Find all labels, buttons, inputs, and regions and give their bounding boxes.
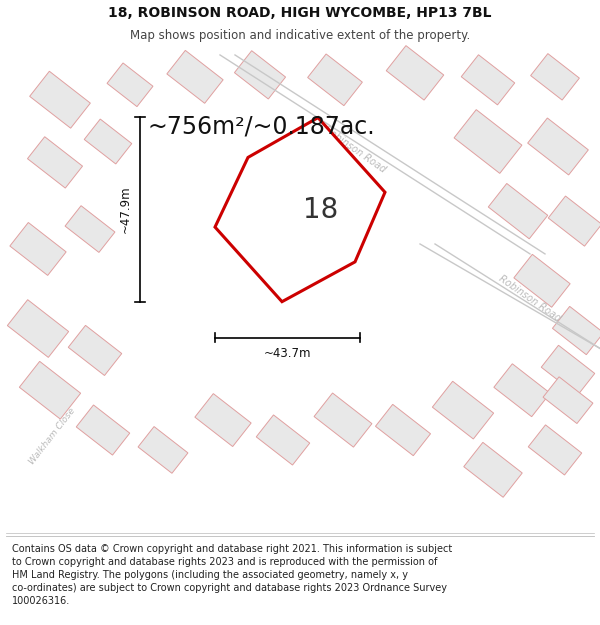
- Polygon shape: [433, 381, 494, 439]
- Text: Walkham Close: Walkham Close: [27, 406, 77, 466]
- Polygon shape: [494, 364, 550, 417]
- Text: Map shows position and indicative extent of the property.: Map shows position and indicative extent…: [130, 29, 470, 42]
- Polygon shape: [553, 306, 600, 354]
- Polygon shape: [543, 377, 593, 424]
- Polygon shape: [138, 426, 188, 473]
- Polygon shape: [256, 415, 310, 465]
- Polygon shape: [454, 109, 522, 173]
- Text: Robinson Road: Robinson Road: [322, 124, 388, 174]
- Polygon shape: [488, 184, 548, 239]
- Polygon shape: [10, 222, 66, 276]
- Polygon shape: [530, 54, 580, 100]
- Polygon shape: [167, 51, 223, 103]
- Polygon shape: [461, 55, 515, 105]
- Polygon shape: [76, 405, 130, 455]
- Polygon shape: [107, 63, 153, 107]
- Text: ~47.9m: ~47.9m: [119, 186, 131, 233]
- Text: Robinson Road: Robinson Road: [497, 274, 563, 324]
- Polygon shape: [68, 326, 122, 376]
- Polygon shape: [514, 254, 570, 308]
- Polygon shape: [376, 404, 431, 456]
- Polygon shape: [65, 206, 115, 252]
- Polygon shape: [528, 425, 582, 475]
- Text: ~756m²/~0.187ac.: ~756m²/~0.187ac.: [148, 114, 376, 139]
- Text: Contains OS data © Crown copyright and database right 2021. This information is : Contains OS data © Crown copyright and d…: [12, 544, 452, 606]
- Polygon shape: [84, 119, 132, 164]
- Polygon shape: [19, 361, 80, 419]
- Polygon shape: [7, 299, 68, 358]
- Polygon shape: [195, 394, 251, 446]
- Text: 18: 18: [303, 196, 338, 224]
- Polygon shape: [29, 71, 91, 128]
- Polygon shape: [541, 345, 595, 396]
- Polygon shape: [386, 46, 444, 100]
- Polygon shape: [235, 51, 286, 99]
- Polygon shape: [464, 442, 522, 498]
- Polygon shape: [314, 393, 372, 447]
- Text: 18, ROBINSON ROAD, HIGH WYCOMBE, HP13 7BL: 18, ROBINSON ROAD, HIGH WYCOMBE, HP13 7B…: [108, 6, 492, 19]
- Polygon shape: [527, 118, 589, 175]
- Polygon shape: [308, 54, 362, 106]
- Polygon shape: [28, 137, 83, 188]
- Polygon shape: [548, 196, 600, 246]
- Polygon shape: [215, 118, 385, 302]
- Text: ~43.7m: ~43.7m: [264, 347, 311, 360]
